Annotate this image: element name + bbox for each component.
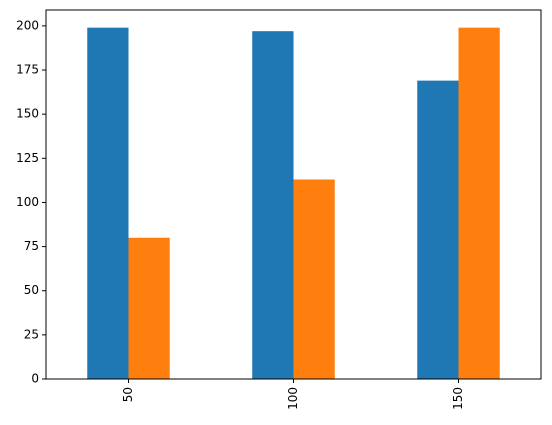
y-tick-label: 75 — [24, 239, 39, 253]
x-tick-label: 100 — [286, 387, 300, 410]
y-tick-label: 0 — [31, 372, 39, 386]
bar — [252, 31, 294, 379]
y-tick-label: 25 — [24, 327, 39, 341]
bar — [458, 27, 500, 379]
y-tick-label: 100 — [16, 195, 39, 209]
x-tick-label: 50 — [121, 387, 135, 402]
y-tick-label: 125 — [16, 151, 39, 165]
bar — [128, 237, 170, 379]
axes-frame — [45, 9, 542, 380]
bar — [417, 80, 459, 379]
y-tick-label: 175 — [16, 63, 39, 77]
bar — [293, 179, 335, 379]
y-tick-label: 50 — [24, 283, 39, 297]
x-tick-label: 150 — [451, 387, 465, 410]
y-tick-label: 150 — [16, 107, 39, 121]
bar — [87, 27, 129, 379]
y-tick-label: 200 — [16, 18, 39, 32]
